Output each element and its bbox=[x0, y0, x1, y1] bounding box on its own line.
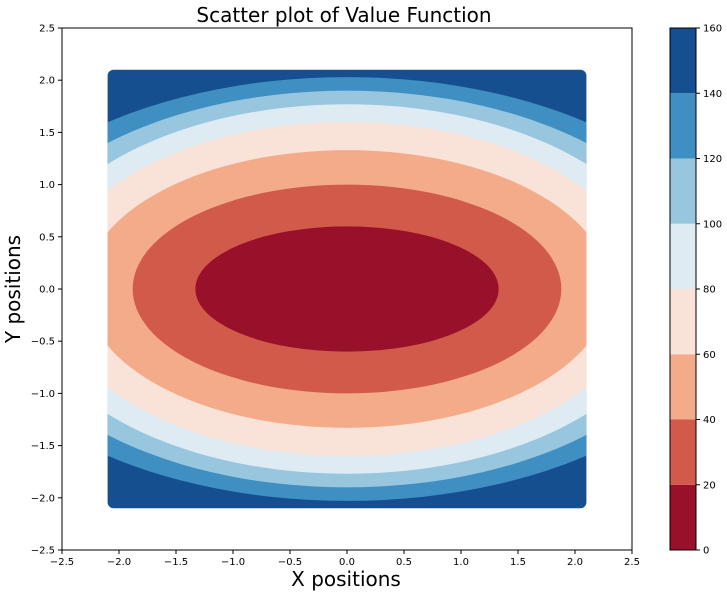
colorbar-tick-label: 120 bbox=[703, 154, 722, 165]
y-tick-label: −1.0 bbox=[31, 389, 55, 400]
x-tick-label: −0.5 bbox=[278, 557, 302, 568]
colorbar-swatch-100-120 bbox=[670, 158, 696, 224]
y-tick-label: −1.5 bbox=[31, 441, 55, 452]
y-tick-label: 1.5 bbox=[39, 128, 55, 139]
y-tick-label: −2.5 bbox=[31, 546, 55, 557]
x-tick-label: −1.0 bbox=[221, 557, 245, 568]
plot-area bbox=[61, 27, 633, 551]
colorbar-swatch-40-60 bbox=[670, 354, 696, 420]
y-axis-ticks: −2.5 −2.0 −1.5 −1.0 −0.5 0.0 0.5 1.0 1.5 2.0 2.5 bbox=[31, 24, 62, 557]
colorbar-tick-label: 140 bbox=[703, 89, 722, 100]
colorbar-swatch-80-100 bbox=[670, 223, 696, 289]
x-axis-label: X positions bbox=[291, 567, 401, 591]
x-tick-label: 2.5 bbox=[624, 557, 640, 568]
chart-title: Scatter plot of Value Function bbox=[196, 3, 491, 27]
y-tick-label: 2.0 bbox=[39, 76, 55, 87]
colorbar-swatch-120-140 bbox=[670, 93, 696, 159]
colorbar-swatch-0-20 bbox=[670, 484, 696, 550]
x-tick-label: −2.0 bbox=[107, 557, 131, 568]
y-tick-label: 0.0 bbox=[39, 285, 55, 296]
x-tick-label: 2.0 bbox=[567, 557, 583, 568]
y-axis-label: Y positions bbox=[1, 235, 25, 344]
colorbar-tick-label: 160 bbox=[703, 24, 722, 35]
y-tick-label: 1.0 bbox=[39, 180, 55, 191]
colorbar-tick-label: 40 bbox=[703, 415, 716, 426]
x-tick-label: −1.5 bbox=[164, 557, 188, 568]
x-tick-label: −2.5 bbox=[50, 557, 74, 568]
colorbar-tick-label: 80 bbox=[703, 285, 716, 296]
colorbar-swatch-140-160 bbox=[670, 28, 696, 94]
contour-bands bbox=[107, 69, 587, 509]
x-tick-label: 0.0 bbox=[339, 557, 355, 568]
contour-band-0-20 bbox=[195, 226, 499, 352]
x-tick-label: 1.0 bbox=[453, 557, 469, 568]
colorbar-swatch-20-40 bbox=[670, 419, 696, 485]
y-tick-label: 0.5 bbox=[39, 232, 55, 243]
colorbar-tick-label: 0 bbox=[703, 546, 709, 557]
colorbar-tick-label: 20 bbox=[703, 480, 716, 491]
colorbar-swatch-60-80 bbox=[670, 289, 696, 355]
colorbar: 0 20 40 60 80 100 120 140 160 bbox=[669, 24, 722, 557]
x-tick-label: 1.5 bbox=[510, 557, 526, 568]
colorbar-tick-label: 60 bbox=[703, 350, 716, 361]
x-axis-ticks: −2.5 −2.0 −1.5 −1.0 −0.5 0.0 0.5 1.0 1.5 2.0 2.5 bbox=[50, 550, 640, 568]
colorbar-tick-label: 100 bbox=[703, 219, 722, 230]
y-tick-label: 2.5 bbox=[39, 24, 55, 35]
x-tick-label: 0.5 bbox=[396, 557, 412, 568]
y-tick-label: −2.0 bbox=[31, 493, 55, 504]
y-tick-label: −0.5 bbox=[31, 337, 55, 348]
